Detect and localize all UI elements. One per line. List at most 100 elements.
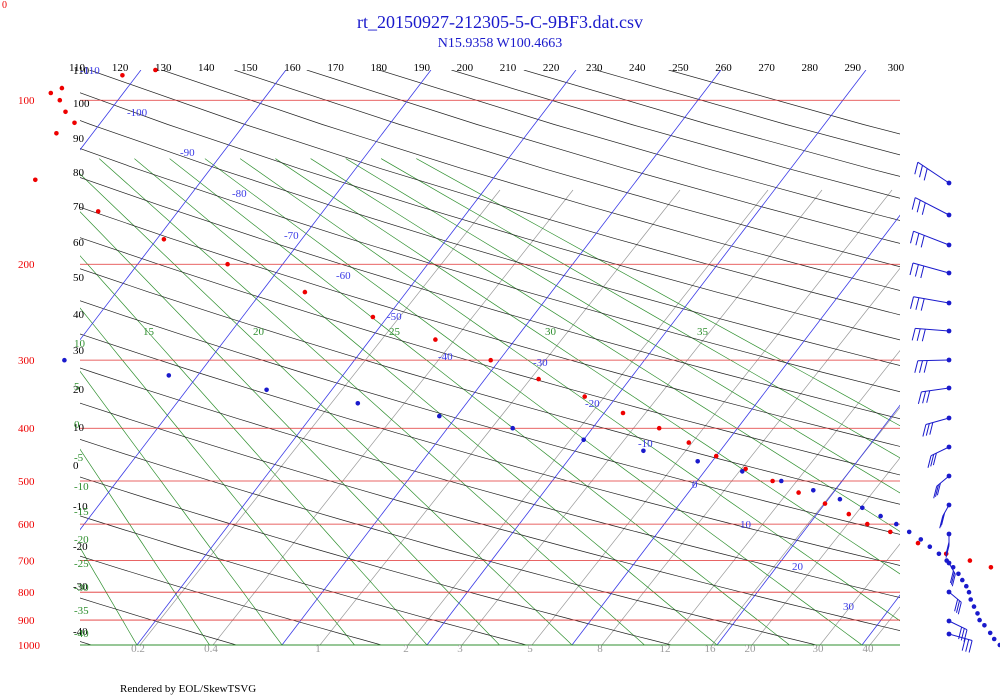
wind-barb-feather bbox=[920, 265, 925, 279]
mixing-ratio-label: 30 bbox=[813, 643, 825, 655]
temperature-point bbox=[796, 490, 801, 495]
isotherm-label: -10 bbox=[638, 438, 653, 450]
mixing-ratio-label: 3 bbox=[457, 643, 463, 655]
moist-adiabat-label: 35 bbox=[697, 326, 709, 338]
wind-barb-shaft bbox=[913, 296, 950, 304]
wind-barb-feather bbox=[933, 486, 938, 499]
wind-barb bbox=[946, 631, 973, 653]
dewpoint-point bbox=[982, 623, 987, 628]
temperature-point bbox=[865, 521, 870, 527]
isotherm-label: -80 bbox=[232, 188, 247, 200]
moist-adiabat-label: -40 bbox=[74, 628, 89, 640]
wind-barb-feather bbox=[911, 197, 916, 210]
dry-adiabat-line bbox=[80, 148, 900, 393]
pressure-label: 400 bbox=[18, 423, 35, 435]
top-scale-label: 250 bbox=[672, 62, 689, 74]
wind-barb-feather bbox=[922, 391, 927, 404]
mixing-ratio-line bbox=[461, 189, 823, 645]
wind-barb bbox=[917, 385, 952, 405]
temperature-point bbox=[57, 97, 63, 103]
temperature-point bbox=[54, 131, 59, 136]
dry-adiabat-line bbox=[80, 268, 900, 505]
mixing-ratio-label: 1 bbox=[315, 643, 321, 655]
top-scale-label: 240 bbox=[629, 62, 646, 74]
temperature-point bbox=[161, 237, 167, 242]
dewpoint-point bbox=[779, 478, 784, 484]
mixing-ratio-line bbox=[212, 189, 574, 645]
moist-adiabat-line bbox=[239, 158, 900, 622]
mixing-ratio-label: 16 bbox=[705, 643, 717, 655]
dewpoint-point bbox=[264, 387, 269, 393]
top-scale-label: 270 bbox=[758, 62, 775, 74]
mixing-ratio-label: 0.4 bbox=[204, 643, 218, 655]
temperature-point bbox=[988, 565, 994, 570]
dry-adiabat-line bbox=[80, 439, 817, 645]
dry-adiabat-line bbox=[80, 237, 900, 476]
dry-adiabat-line bbox=[306, 70, 900, 244]
temperature-point bbox=[686, 440, 692, 445]
wind-barb-feather bbox=[920, 298, 925, 311]
moist-adiabat-label: -10 bbox=[74, 481, 89, 493]
left-scale-label: 70 bbox=[73, 201, 85, 213]
dewpoint-trace bbox=[62, 357, 1000, 648]
isotherm-label: -70 bbox=[284, 230, 299, 242]
wind-barb bbox=[939, 502, 952, 529]
wind-barb-feather bbox=[914, 360, 919, 373]
dewpoint-point bbox=[956, 571, 961, 577]
temperature-point bbox=[153, 67, 158, 73]
chart-subtitle: N15.9358 W100.4663 bbox=[437, 36, 563, 51]
dry-adiabat-line bbox=[80, 300, 900, 535]
isotherm-label: -90 bbox=[180, 147, 195, 159]
left-scale-label: 10 bbox=[73, 422, 85, 434]
wind-barb bbox=[909, 262, 952, 279]
mixing-ratio-line bbox=[601, 267, 900, 645]
moist-adiabat-label: 20 bbox=[253, 326, 265, 338]
left-scale-label: -10 bbox=[73, 501, 88, 513]
top-scale-label: 230 bbox=[586, 62, 603, 74]
dewpoint-point bbox=[894, 521, 899, 527]
wind-barb-shaft bbox=[948, 562, 956, 575]
dry-adiabat-line bbox=[523, 70, 900, 177]
pressure-label: 700 bbox=[18, 556, 35, 568]
pressure-label: 200 bbox=[18, 259, 35, 271]
dewpoint-point bbox=[968, 597, 973, 602]
temperature-point bbox=[770, 478, 775, 484]
dewpoint-point bbox=[927, 544, 933, 549]
isotherm-label: -40 bbox=[438, 351, 453, 363]
moist-adiabat-line bbox=[134, 158, 718, 645]
dewpoint-point bbox=[62, 357, 67, 363]
temperature-point bbox=[95, 209, 101, 214]
left-scale-label: 110 bbox=[73, 65, 90, 77]
dry-adiabat-line bbox=[80, 367, 900, 598]
temperature-point bbox=[915, 540, 921, 546]
isotherm-label: 30 bbox=[843, 601, 855, 613]
dewpoint-point bbox=[641, 448, 646, 454]
temperature-point bbox=[888, 529, 893, 535]
dry-adiabat-line bbox=[80, 555, 382, 645]
moist-adiabat-label: 10 bbox=[74, 338, 86, 350]
pressure-label: 600 bbox=[18, 519, 35, 531]
moist-adiabat-line bbox=[275, 158, 900, 575]
left-scale-label: 20 bbox=[73, 384, 85, 396]
temperature-point bbox=[72, 120, 77, 126]
dewpoint-point bbox=[991, 636, 997, 642]
left-scale-label: 50 bbox=[73, 272, 85, 284]
isotherm-label: 0 bbox=[692, 479, 698, 491]
moist-adiabat-label: 15 bbox=[143, 326, 155, 338]
mixing-ratio-lines bbox=[139, 189, 900, 645]
temperature-point bbox=[48, 90, 54, 96]
moist-adiabat-line bbox=[345, 158, 900, 494]
mixing-ratio-line bbox=[711, 406, 900, 645]
wind-barb bbox=[922, 415, 952, 437]
left-scale-label: 100 bbox=[73, 98, 90, 110]
left-scale-label: -20 bbox=[73, 541, 88, 553]
wind-barb-shaft bbox=[917, 359, 950, 362]
moist-adiabat-label: 5 bbox=[74, 381, 80, 393]
isotherm-label: -20 bbox=[585, 398, 600, 410]
wind-barb-feather bbox=[909, 262, 914, 276]
temperature-point bbox=[433, 337, 438, 342]
wind-barb-shaft bbox=[936, 475, 950, 487]
temperature-point bbox=[33, 177, 38, 183]
wind-barb bbox=[910, 296, 952, 311]
